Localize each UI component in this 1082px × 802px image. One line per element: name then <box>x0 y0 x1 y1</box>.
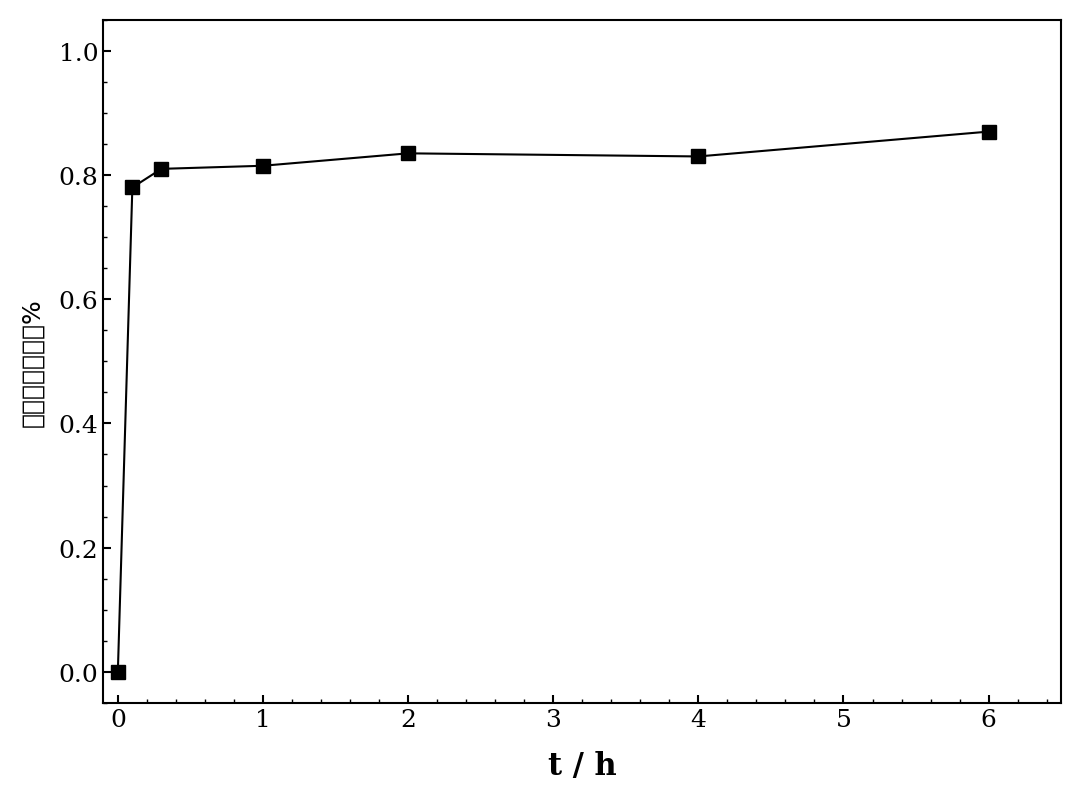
Y-axis label: 累积释放百分率%: 累积释放百分率% <box>21 298 44 426</box>
X-axis label: t / h: t / h <box>547 750 617 781</box>
